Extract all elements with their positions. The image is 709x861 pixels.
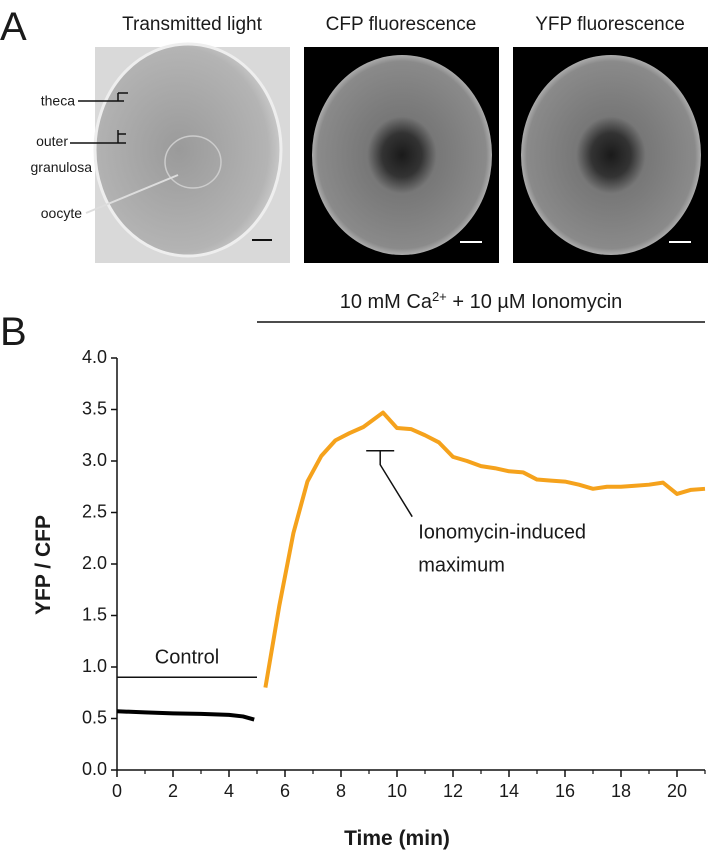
y-tick-label: 1.0 (82, 656, 107, 676)
x-tick-label: 10 (387, 781, 407, 801)
image-label: oocyte (41, 205, 82, 221)
x-tick-label: 0 (112, 781, 122, 801)
y-tick-label: 0.5 (82, 707, 107, 727)
y-tick-label: 3.5 (82, 398, 107, 418)
x-tick-label: 16 (555, 781, 575, 801)
y-axis-label: YFP / CFP (32, 515, 55, 615)
yfp-image (513, 47, 708, 263)
y-tick-label: 1.5 (82, 604, 107, 624)
x-tick-label: 2 (168, 781, 178, 801)
annotation-segment: Control (155, 646, 219, 668)
image-label: granulosa (31, 159, 93, 175)
image-title: YFP fluorescence (535, 14, 685, 35)
y-tick-label: 2.5 (82, 501, 107, 521)
marker-text: Ionomycin-induced (418, 522, 586, 544)
annotation-segment: 10 mM Ca (340, 291, 433, 313)
data-line (116, 709, 255, 722)
y-tick-label: 4.0 (82, 347, 107, 367)
data-line (263, 410, 706, 688)
image-pointers (70, 92, 179, 214)
x-tick-label: 14 (499, 781, 519, 801)
image-title: CFP fluorescence (326, 14, 477, 35)
image-label: outer (36, 133, 68, 149)
annotation-text: Control (155, 646, 219, 668)
y-tick-label: 0.0 (82, 759, 107, 779)
y-tick-label: 2.0 (82, 553, 107, 573)
cfp-image (304, 47, 499, 263)
annotation-text: 10 mM Ca2+ + 10 µM Ionomycin (340, 288, 623, 313)
transmitted-image (93, 42, 290, 263)
x-tick-label: 4 (224, 781, 234, 801)
panel-label: A (0, 5, 27, 49)
x-tick-label: 8 (336, 781, 346, 801)
annotation-segment: + 10 µM Ionomycin (447, 291, 623, 313)
maximum-marker (366, 449, 413, 518)
x-tick-label: 18 (611, 781, 631, 801)
x-tick-label: 6 (280, 781, 290, 801)
marker-text: maximum (418, 555, 505, 577)
image-label: theca (41, 93, 75, 109)
image-title: Transmitted light (122, 14, 262, 35)
x-tick-label: 12 (443, 781, 463, 801)
x-tick-label: 20 (667, 781, 687, 801)
x-axis-label: Time (min) (344, 827, 450, 850)
panel-label: B (0, 310, 27, 354)
annotation-segment: 2+ (432, 288, 447, 303)
y-tick-label: 3.0 (82, 450, 107, 470)
